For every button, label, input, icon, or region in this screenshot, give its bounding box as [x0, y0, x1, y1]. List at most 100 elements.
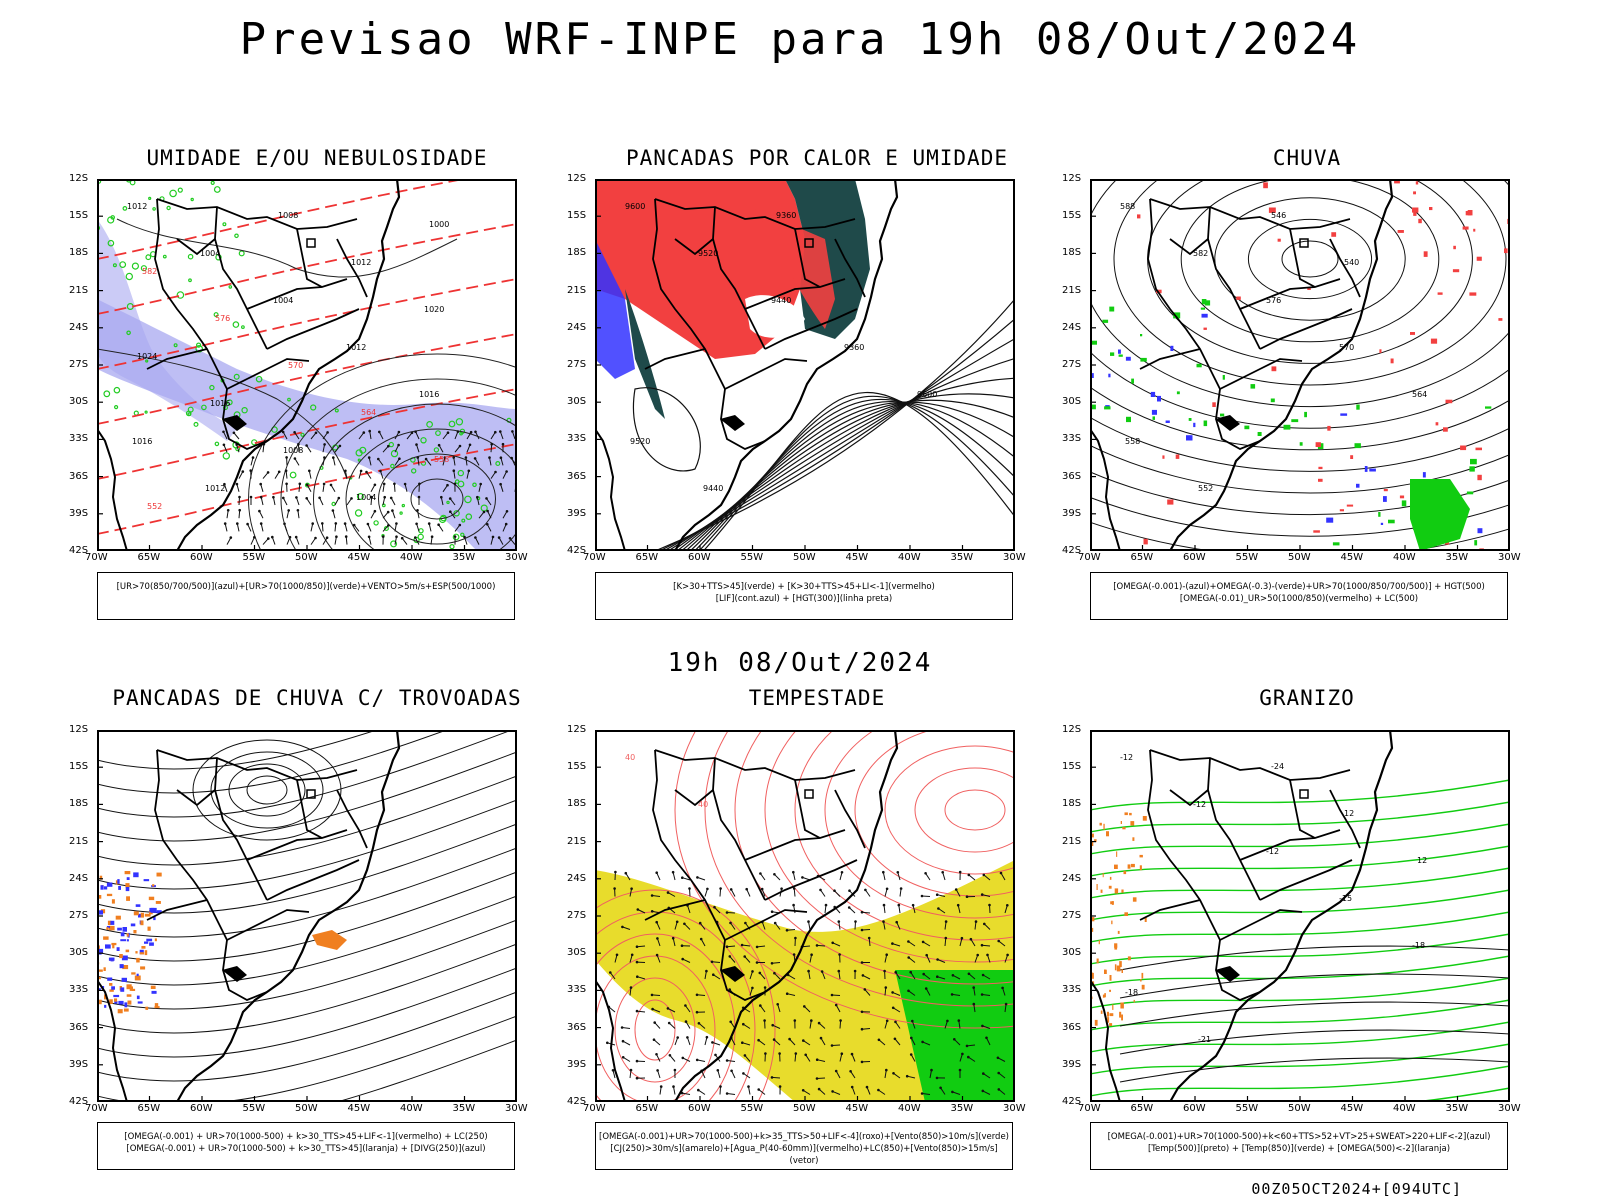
wind-vector: [308, 470, 312, 479]
wind-vector-head: [305, 483, 309, 487]
wind-vector: [322, 483, 325, 492]
wind-vector-head: [965, 1044, 969, 1048]
wind-vector: [394, 458, 400, 466]
precip-cell: [1165, 420, 1170, 423]
wind-vector-head: [863, 988, 867, 991]
country-border: [176, 238, 216, 256]
wind-vector: [958, 1020, 961, 1029]
wind-vector-head: [329, 483, 333, 487]
wind-vector-head: [468, 443, 472, 447]
wind-vector: [684, 1005, 691, 1013]
storm-cell: [112, 944, 115, 949]
coastline: [176, 179, 401, 551]
contour-label: 40: [625, 753, 635, 762]
wind-vector: [370, 496, 373, 506]
wind-vector-head: [981, 973, 985, 977]
wind-vector-head: [510, 456, 513, 460]
wind-vector: [260, 483, 264, 492]
height-contour: [702, 391, 1015, 551]
legend-line: [CJ(250)>30m/s](amarelo)+[Agua_P(40-60mm…: [610, 1144, 998, 1166]
precip-cell: [1466, 491, 1474, 495]
storm-cell: [103, 886, 108, 890]
legend-line: [OMEGA(-0.001)+UR>70(1000-500)+k<60+TTS>…: [1107, 1132, 1491, 1142]
coastline: [674, 179, 899, 551]
wind-vector-head: [238, 495, 241, 499]
humidity-low-cell: [465, 513, 473, 521]
lat-tick-label: 24S: [567, 321, 587, 333]
lat-tick-label: 24S: [69, 321, 89, 333]
wind-vector: [922, 941, 931, 947]
wind-vector: [415, 431, 420, 440]
wind-vector: [968, 874, 976, 881]
country-border: [794, 228, 821, 288]
pw-contour: [595, 955, 716, 1102]
wind-vector: [394, 536, 397, 545]
precip-cell: [1350, 455, 1354, 459]
temp500-contour: [1119, 945, 1510, 971]
wind-vector: [944, 1020, 948, 1029]
wind-vector-head: [907, 940, 910, 943]
contour-label: 9600: [625, 202, 645, 211]
wind-vector-head: [807, 920, 810, 923]
country-border: [1147, 749, 1221, 941]
wind-vector-head: [613, 887, 616, 890]
storm-cell: [139, 949, 144, 955]
wind-vector: [861, 1028, 871, 1030]
wind-vector-head: [386, 510, 390, 514]
wind-vector-head: [377, 457, 380, 461]
lon-tick-label: 70W: [583, 552, 606, 563]
wind-vector: [989, 904, 991, 914]
wind-vector: [223, 444, 228, 453]
wind-vector: [250, 537, 255, 545]
lat-tick-label: 30S: [567, 947, 587, 959]
wind-vector-head: [499, 430, 502, 433]
wind-vector-head: [729, 921, 732, 925]
lat-tick-label: 33S: [567, 984, 587, 996]
wind-vector-head: [951, 1090, 954, 1094]
streamline: [97, 919, 517, 1010]
legend-line: [OMEGA(-0.001)-(azul)+OMEGA(-0.3)-(verde…: [1113, 582, 1485, 592]
humidity-low-cell: [234, 233, 239, 239]
storm-cell: [133, 930, 137, 934]
wind-vector-head: [745, 887, 748, 891]
omega500-cell: [1133, 999, 1135, 1003]
wind-vector-head: [285, 482, 288, 486]
wind-vector: [773, 1039, 781, 1046]
lifted-index-area: [595, 239, 635, 379]
legend-line: [Temp(500)](preto) + [Temp(850)](verde) …: [1147, 1144, 1451, 1154]
wind-vector-head: [891, 991, 894, 994]
wind-vector: [260, 497, 264, 506]
omega500-cell: [1108, 885, 1112, 889]
contour-label: 576: [215, 314, 230, 323]
humidity-low-cell: [448, 420, 456, 428]
storm-cell: [127, 1000, 132, 1005]
storm-cell: [141, 946, 146, 949]
coastline: [97, 428, 128, 551]
wind-vector-head: [804, 1053, 807, 1057]
wind-vector-head: [398, 457, 401, 461]
wind-vector: [803, 1040, 811, 1046]
wind-vector-head: [757, 1038, 760, 1042]
wind-vector-head: [759, 872, 762, 875]
lat-tick-label: 24S: [567, 872, 587, 884]
wind-vector-head: [730, 1069, 733, 1073]
omega500-cell: [1121, 889, 1124, 893]
lat-tick-label: 21S: [1062, 284, 1082, 296]
wind-vector-head: [458, 523, 462, 527]
wind-vector-head: [621, 1039, 625, 1043]
omega500-cell: [1120, 821, 1122, 824]
country-border: [296, 228, 323, 288]
wind-vector: [726, 912, 736, 914]
wind-vector-head: [699, 937, 703, 941]
omega500-cell: [1132, 837, 1135, 841]
humidity-low-cell: [119, 261, 127, 268]
humidity-low-cell: [357, 458, 361, 462]
wind-vector-head: [501, 442, 505, 446]
precip-cell: [1379, 349, 1382, 353]
wind-vector: [260, 523, 264, 532]
wind-vector-head: [491, 535, 495, 539]
wind-vector-head: [331, 509, 335, 512]
wind-vector-head: [253, 536, 256, 539]
wind-vector-head: [957, 1019, 961, 1022]
contour-label: 9440: [771, 296, 791, 305]
